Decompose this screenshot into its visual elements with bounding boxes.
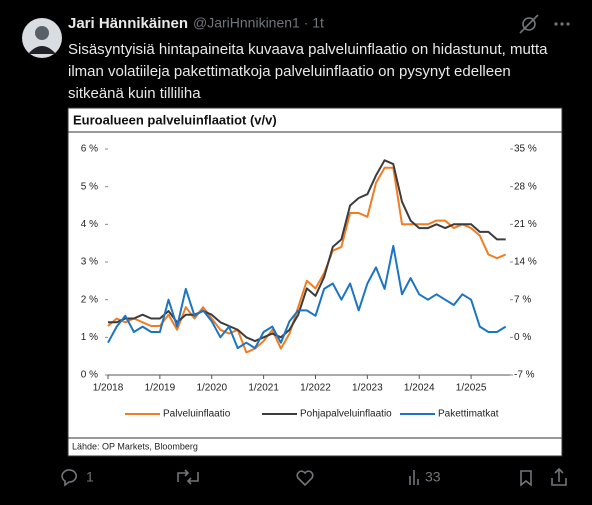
bookmark-icon[interactable] [520,470,532,487]
avatar-body [28,46,56,54]
reply-icon[interactable] [61,469,77,487]
y-tick-label: 5 % [81,181,98,192]
chart-title: Euroalueen palveluinflaatiot (v/v) [73,112,277,127]
y-tick-label: 1 % [81,332,98,343]
y2-tick-label: 21 % [514,219,537,230]
x-tick-label: 1/2021 [248,383,279,394]
y2-tick-label: 28 % [514,181,537,192]
share-icon[interactable] [551,467,567,486]
reply-count: 1 [86,469,94,485]
x-tick-label: 1/2025 [456,383,487,394]
chart-image[interactable]: Euroalueen palveluinflaatiot (v/v) Lähde… [67,107,563,457]
author-handle[interactable]: @JariHnnikinen1 · 1t [193,15,324,31]
y2-tick-label: 0 % [514,332,531,343]
x-tick-label: 1/2019 [145,383,176,394]
y2-tick-label: 7 % [514,294,531,305]
x-tick-label: 1/2018 [93,383,124,394]
legend-label: Palveluinflaatio [163,409,231,420]
y-tick-label: 3 % [81,257,98,268]
y-tick-label: 2 % [81,294,98,305]
author-name[interactable]: Jari Hännikäinen [68,15,188,32]
y-tick-label: 6 % [81,144,98,155]
more-icon[interactable] [554,22,570,26]
like-icon[interactable] [296,470,314,487]
actions [61,467,567,487]
legend-label: Pohjapalveluinflaatio [300,409,392,420]
avatar-head [35,26,49,40]
y-tick-label: 0 % [81,370,98,381]
view-count: 33 [425,469,441,485]
legend-label: Pakettimatkat [438,409,499,420]
x-tick-label: 1/2023 [352,383,383,394]
grok-icon[interactable] [519,14,539,34]
retweet-icon[interactable] [177,469,199,485]
y-tick-label: 4 % [81,219,98,230]
series-line [107,166,507,354]
x-tick-label: 1/2022 [300,383,331,394]
series-line [107,244,507,350]
x-tick-label: 1/2024 [404,383,435,394]
y2-tick-label: 14 % [514,257,537,268]
y2-tick-label: -7 % [514,370,535,381]
tweet-text: ilman volatiileja pakettimatkoja palvelu… [68,63,511,80]
x-tick-label: 1/2020 [196,383,227,394]
tweet-text: sitkeänä kuin tilliliha [68,85,201,102]
chart-frame [67,107,563,457]
y2-tick-label: 35 % [514,144,537,155]
views-icon[interactable] [409,470,419,485]
source: Lähde: OP Markets, Bloomberg [72,441,198,451]
tweet-text: Sisäsyntyisiä hintapaineita kuvaava palv… [68,41,548,58]
